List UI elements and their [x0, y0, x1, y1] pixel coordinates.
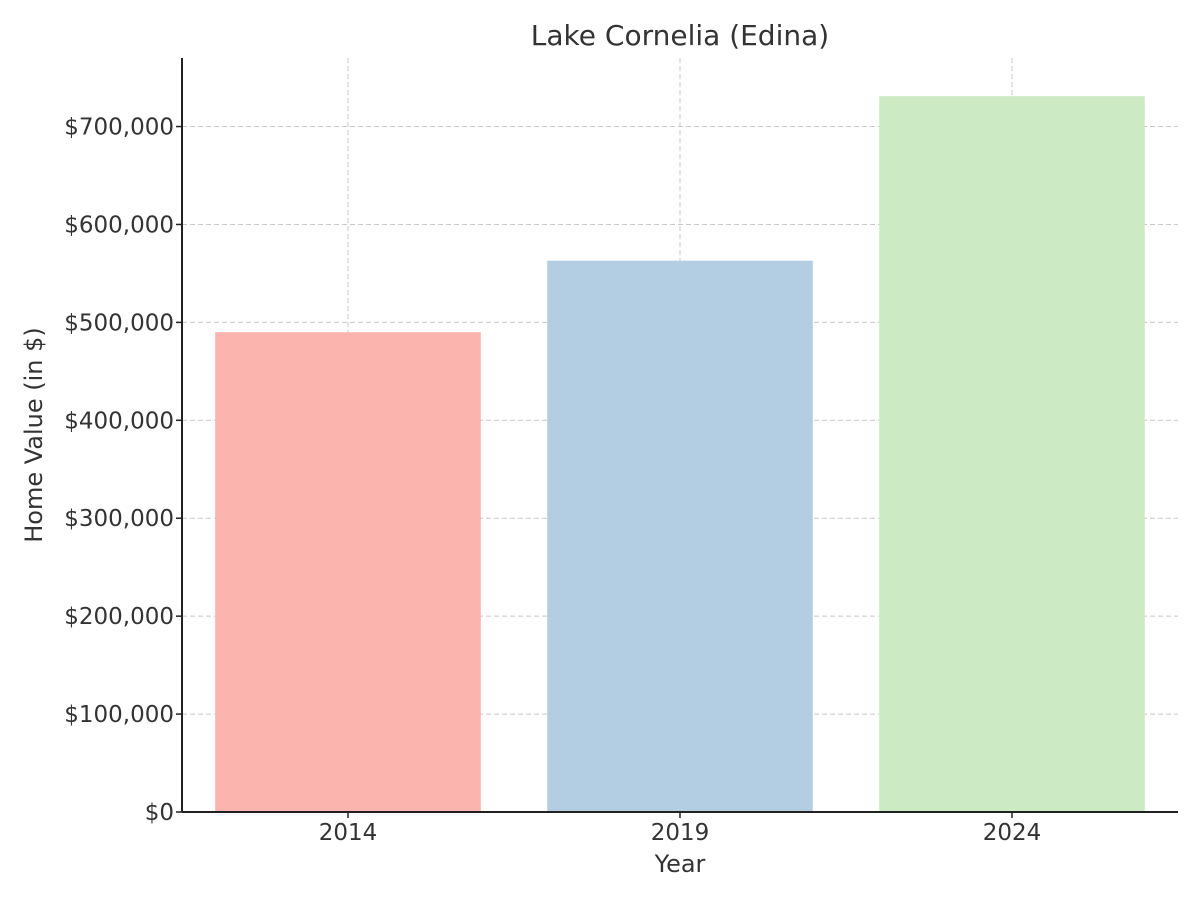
y-tick-label: $200,000: [64, 604, 174, 630]
x-axis-label: Year: [654, 850, 706, 878]
y-tick-label: $300,000: [64, 506, 174, 532]
y-axis-label: Home Value (in $): [20, 327, 48, 543]
bar-2024: [879, 96, 1145, 812]
axes: [176, 58, 1178, 818]
chart-title: Lake Cornelia (Edina): [531, 19, 829, 52]
x-tick-label: 2024: [983, 820, 1042, 846]
bar-2014: [215, 332, 481, 812]
x-tick-label: 2019: [651, 820, 710, 846]
y-tick-label: $600,000: [64, 212, 174, 238]
y-tick-label: $500,000: [64, 310, 174, 336]
bar-2019: [547, 260, 813, 812]
y-tick-label: $100,000: [64, 702, 174, 728]
y-tick-label: $400,000: [64, 408, 174, 434]
y-tick-label: $0: [145, 800, 174, 826]
x-tick-label: 2014: [319, 820, 378, 846]
y-tick-label: $700,000: [64, 115, 174, 141]
tick-labels: $0 $100,000 $200,000 $300,000 $400,000 $500,0…: [64, 115, 1041, 846]
bars: [215, 96, 1145, 812]
